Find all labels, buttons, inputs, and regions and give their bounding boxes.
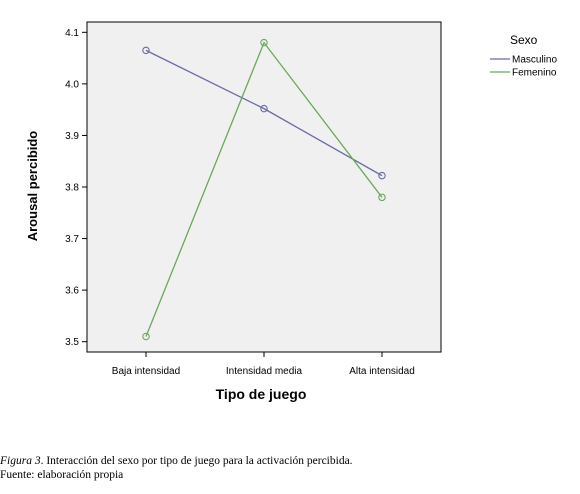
data-point-femenino	[142, 332, 150, 341]
data-point-femenino	[378, 193, 386, 202]
x-tick-label: Baja intensidad	[112, 366, 180, 377]
caption-text: . Interacción del sexo por tipo de juego…	[40, 455, 353, 467]
figure-caption: Figura 3. Interacción del sexo por tipo …	[0, 454, 353, 482]
data-point-masculino	[142, 46, 150, 55]
y-tick-label: 3.6	[65, 286, 79, 297]
x-tick-label: Intensidad media	[226, 366, 303, 377]
data-point-masculino	[260, 104, 268, 113]
series-layer	[142, 38, 386, 341]
line-chart: 3.5 3.6 3.7 3.8 3.9 4.0 4.1 Baja intensidad Int…	[25, 21, 557, 402]
legend-label: Masculino	[512, 55, 557, 66]
x-axis-ticks: Baja intensidad Intensidad media Alta inte…	[112, 352, 415, 377]
y-axis-title: Arousal percibido	[25, 131, 40, 242]
y-tick-label: 4.1	[65, 28, 79, 39]
y-tick-label: 3.7	[65, 234, 79, 245]
legend-title: Sexo	[510, 33, 538, 47]
y-tick-label: 3.9	[65, 131, 79, 142]
y-tick-label: 3.8	[65, 183, 79, 194]
caption-line: Figura 3. Interacción del sexo por tipo …	[0, 454, 353, 468]
legend: Sexo Masculino Femenino	[490, 33, 557, 79]
x-axis-title: Tipo de juego	[216, 386, 307, 402]
y-tick-label: 4.0	[65, 79, 79, 90]
data-point-femenino	[260, 38, 268, 47]
figure-label: Figura 3	[0, 455, 41, 467]
y-axis-ticks: 3.5 3.6 3.7 3.8 3.9 4.0 4.1	[65, 28, 87, 348]
series-line-femenino	[145, 41, 383, 337]
series-line-masculino	[145, 49, 383, 177]
legend-label: Femenino	[512, 68, 557, 79]
plot-area	[86, 21, 442, 353]
data-point-masculino	[378, 171, 386, 180]
caption-source: Fuente: elaboración propia	[0, 469, 124, 481]
y-tick-label: 3.5	[65, 337, 79, 348]
x-tick-label: Alta intensidad	[349, 366, 415, 377]
